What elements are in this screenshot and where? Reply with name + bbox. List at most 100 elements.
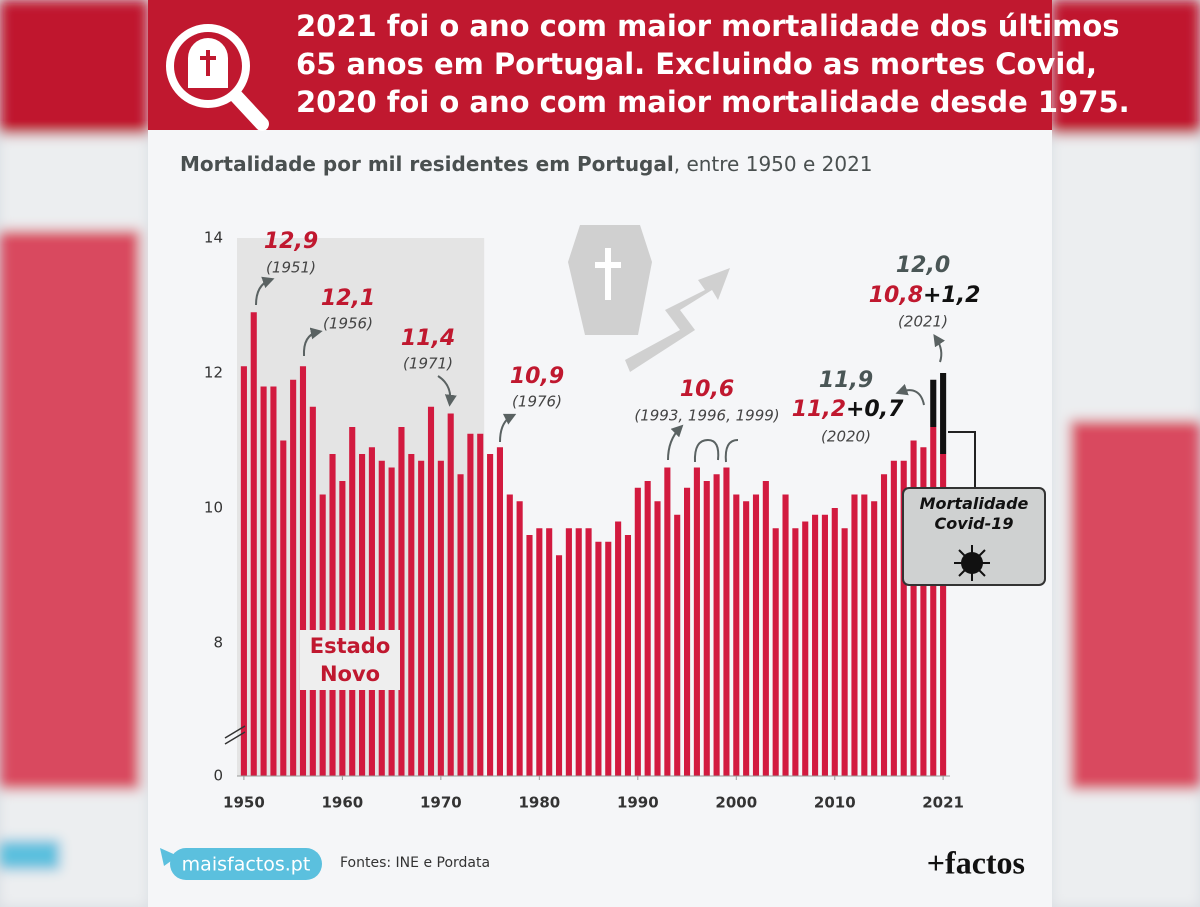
title-line: 65 anos em Portugal. Excluindo as mortes…: [296, 47, 1097, 81]
bar: [743, 501, 750, 776]
y-tick-label: 8: [213, 634, 223, 652]
bar: [930, 427, 937, 776]
annotation-note: (1993, 1996, 1999): [634, 407, 779, 425]
axis-break: [224, 725, 246, 745]
bar: [437, 460, 444, 776]
x-tick-label: 1960: [321, 794, 363, 812]
y-tick-label: 0: [213, 767, 223, 785]
annotation-note: (2021): [898, 313, 948, 331]
y-tick-label: 14: [204, 229, 223, 247]
bar: [900, 460, 907, 776]
bar: [831, 508, 838, 776]
annotation-value: 12,0: [896, 253, 950, 278]
annotation-value: 10,9: [510, 364, 564, 389]
bar: [693, 467, 700, 776]
bar: [861, 494, 868, 776]
title-line: 2021 foi o ano com maior mortalidade dos…: [296, 9, 1120, 43]
bar: [851, 494, 858, 776]
bar: [526, 535, 533, 776]
bar: [388, 467, 395, 776]
header-band: [148, 0, 1052, 130]
bar: [940, 454, 947, 776]
x-tick-label: 1950: [223, 794, 265, 812]
annotation-value: 12,1: [321, 286, 375, 311]
arrow: [255, 276, 275, 306]
annotation-note: (1951): [266, 259, 316, 277]
bar: [536, 528, 543, 776]
callout-connector: [948, 431, 976, 490]
bar: [605, 541, 612, 776]
bar: [841, 528, 848, 776]
logo: +factos: [927, 844, 1025, 880]
arrow: [437, 375, 457, 407]
x-tick-label: 1970: [420, 794, 462, 812]
annotation-part: 11,2: [792, 397, 846, 422]
virus-icon: [954, 545, 990, 581]
bar: [930, 379, 937, 427]
x-tick-label: 2010: [814, 794, 856, 812]
subtitle: Mortalidade por mil residentes em Portug…: [180, 152, 873, 176]
bar: [457, 474, 464, 776]
arrow: [302, 327, 323, 357]
x-tick-label: 1990: [617, 794, 659, 812]
bar: [871, 501, 878, 776]
bar: [684, 487, 691, 776]
bar: [723, 467, 730, 776]
arrow: [667, 424, 684, 461]
bar: [487, 454, 494, 776]
bar: [752, 494, 760, 776]
covid-label: Mortalidade Covid-19: [919, 494, 1029, 533]
bar: [575, 528, 582, 776]
region-label: Estado Novo: [300, 630, 400, 690]
title-line: 2020 foi o ano com maior mortalidade des…: [296, 85, 1130, 119]
bar: [427, 406, 435, 776]
coffin-icon: [568, 225, 730, 372]
bar: [920, 447, 927, 776]
bar: [782, 494, 789, 776]
bar: [910, 440, 917, 776]
bar: [359, 454, 366, 776]
bar: [713, 474, 720, 776]
bar: [565, 528, 572, 776]
bar: [703, 481, 710, 776]
y-tick-label: 12: [204, 364, 223, 382]
bar: [546, 528, 553, 776]
bar: [792, 528, 799, 776]
bar: [772, 528, 779, 776]
bar: [615, 521, 622, 776]
bar: [762, 481, 769, 776]
bar: [516, 501, 523, 776]
bar: [555, 555, 563, 776]
header-icon: [166, 24, 269, 131]
bar: [398, 427, 405, 776]
arrow: [895, 383, 925, 406]
annotation-note: (2020): [821, 428, 871, 446]
site[interactable]: maisfactos.pt: [182, 854, 311, 876]
bar: [890, 460, 897, 776]
annotation-note: (1971): [403, 355, 453, 373]
x-tick-label: 1980: [518, 794, 560, 812]
annotation-value: 11,4: [401, 326, 455, 351]
arrow: [499, 413, 517, 443]
bar: [378, 460, 385, 776]
bar: [447, 413, 454, 776]
y-tick-label: 10: [204, 499, 223, 517]
bar: [260, 386, 267, 776]
subtitle-rest: , entre 1950 e 2021: [674, 152, 873, 176]
bar: [250, 312, 257, 776]
bar: [674, 514, 681, 776]
bar: [309, 406, 316, 776]
annotation-note: (1956): [323, 315, 373, 333]
bar: [496, 447, 503, 776]
x-tick-label: 2021: [922, 794, 964, 812]
bar: [634, 487, 641, 776]
annotation-value: 10,6: [680, 377, 734, 402]
annotation-part: +1,2: [923, 283, 980, 308]
x-tick-label: 2000: [715, 794, 757, 812]
annotation-note: (1976): [512, 393, 562, 411]
annotation-part: 10,8: [869, 283, 923, 308]
bar: [408, 454, 415, 776]
